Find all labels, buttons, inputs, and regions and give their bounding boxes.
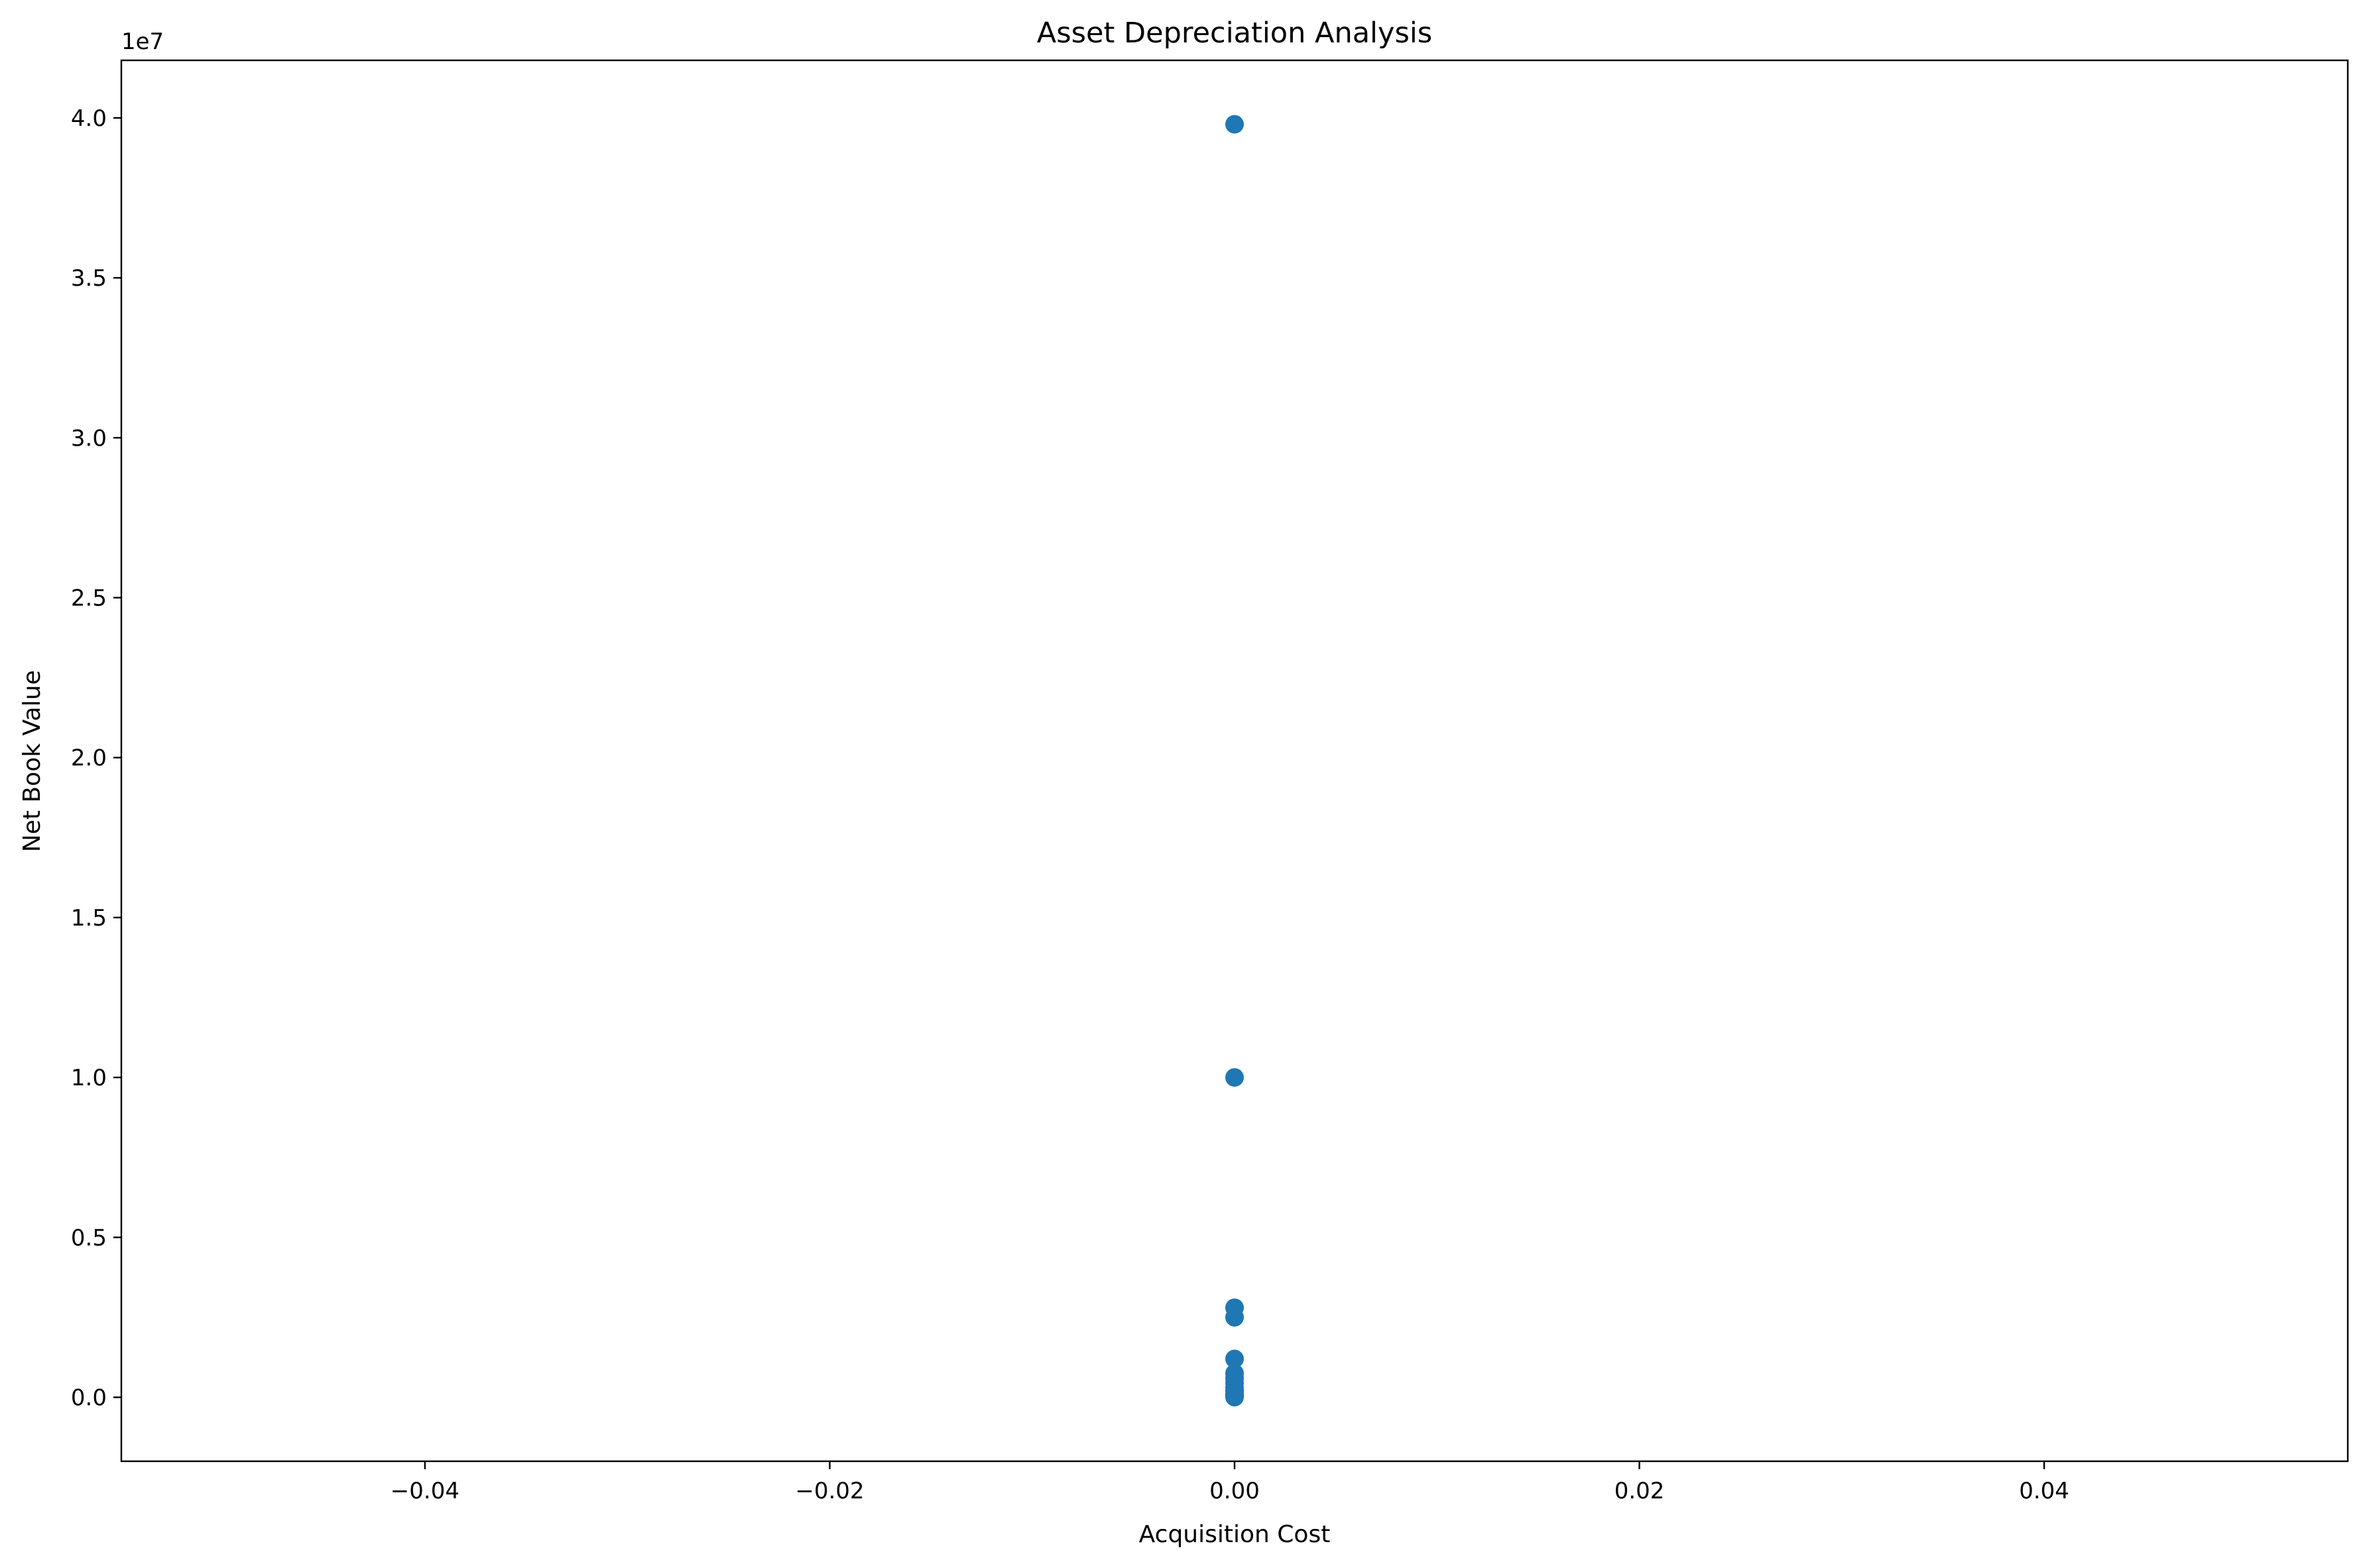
x-tick-label: −0.04 bbox=[391, 1478, 459, 1504]
data-point bbox=[1225, 1388, 1244, 1407]
chart-title: Asset Depreciation Analysis bbox=[1037, 17, 1432, 50]
y-axis-offset-label: 1e7 bbox=[121, 29, 164, 55]
y-tick-label: 1.5 bbox=[71, 905, 107, 932]
y-axis-label: Net Book Value bbox=[19, 670, 46, 853]
y-tick-label: 3.5 bbox=[71, 265, 107, 292]
y-tick-label: 3.0 bbox=[71, 425, 107, 452]
data-point bbox=[1225, 1307, 1244, 1327]
x-tick-label: 0.00 bbox=[1209, 1478, 1260, 1504]
x-axis-label: Acquisition Cost bbox=[1139, 1521, 1331, 1548]
y-tick-label: 0.0 bbox=[71, 1385, 107, 1412]
x-tick-label: −0.02 bbox=[795, 1478, 864, 1504]
plot-area: −0.04 −0.02 0.00 0.02 0.04 0.0 0.5 1.0 1.5 2.0 2.5… bbox=[71, 59, 2349, 1504]
y-tick-label: 2.0 bbox=[71, 745, 107, 772]
y-tick-label: 2.5 bbox=[71, 585, 107, 611]
data-point bbox=[1225, 115, 1244, 134]
x-tick-label: 0.02 bbox=[1614, 1478, 1665, 1504]
y-tick-label: 4.0 bbox=[71, 105, 107, 132]
data-point bbox=[1225, 1068, 1244, 1087]
y-tick-label: 1.0 bbox=[71, 1065, 107, 1091]
y-tick-label: 0.5 bbox=[71, 1225, 107, 1251]
data-point bbox=[1225, 1349, 1244, 1368]
x-tick-label: 0.04 bbox=[2019, 1478, 2069, 1504]
